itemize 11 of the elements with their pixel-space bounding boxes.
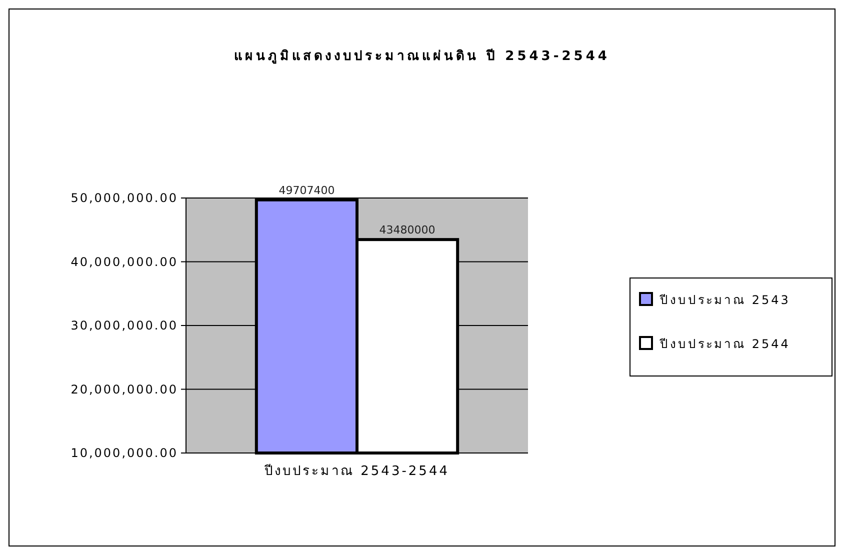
y-tick-label: 10,000,000.00 [70, 446, 178, 460]
data-label: 49707400 [278, 184, 335, 197]
y-tick-label: 40,000,000.00 [70, 254, 178, 269]
legend-label: ปีงบประมาณ 2543 [659, 293, 790, 307]
x-tick-label: ปีงบประมาณ 2543-2544 [264, 463, 450, 479]
data-label: 43480000 [379, 224, 436, 237]
y-tick-label: 50,000,000.00 [70, 191, 178, 205]
y-tick-label: 30,000,000.00 [70, 318, 178, 332]
chart-title: แผนภูมิแสดงงบประมาณแผ่นดิน ปี 2543-2544 [234, 48, 610, 64]
y-tick-label: 20,000,000.00 [70, 382, 178, 396]
legend-label: ปีงบประมาณ 2544 [659, 337, 790, 351]
